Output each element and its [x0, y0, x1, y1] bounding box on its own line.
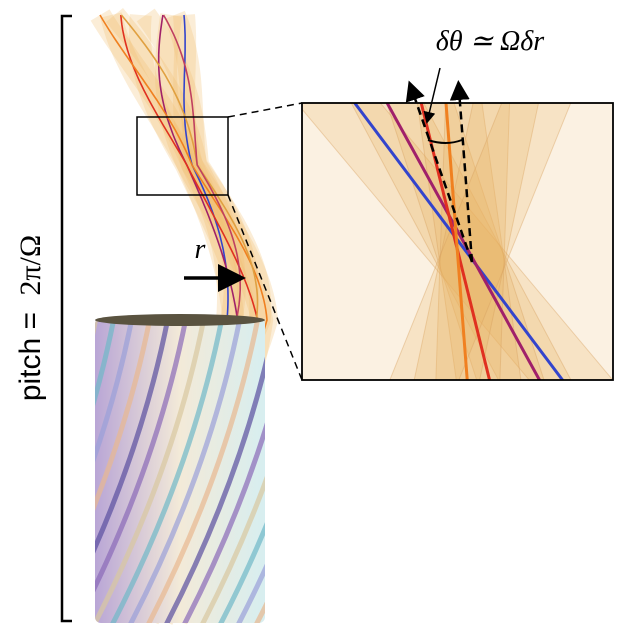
cylinder-stripe [95, 318, 135, 623]
cylinder-stripe [95, 318, 171, 623]
zoom-lines [227, 102, 303, 381]
radius-label: r [195, 234, 206, 265]
cylinder-stripe [217, 318, 265, 623]
angle-label: δθ ≃ Ωδr [436, 26, 544, 57]
cylinder [0, 314, 265, 625]
pitch-bracket [60, 14, 72, 623]
cylinder-stripe [95, 318, 207, 623]
inset-fiber [385, 103, 542, 380]
inset [302, 103, 613, 380]
cylinder-stripe [145, 318, 261, 623]
cylinder-stripe [235, 318, 265, 623]
cylinder-stripe [0, 318, 6, 625]
cylinder-stripe [163, 318, 265, 623]
angle-arc [427, 139, 463, 144]
angle-pointer [423, 67, 441, 124]
inset-frame [301, 102, 614, 381]
angle-lines [405, 80, 474, 263]
pitch-value: 2π/Ω [14, 235, 47, 296]
cylinder-stripe [199, 318, 265, 623]
cylinder-stripe [95, 318, 189, 623]
cylinder-stripe [127, 318, 243, 623]
cylinder-stripe [95, 318, 153, 623]
zoom-box [136, 116, 229, 196]
cylinder-stripe [95, 318, 117, 623]
pitch-word: pitch = [14, 312, 47, 401]
pitch-label: pitch = 2π/Ω [14, 235, 47, 401]
cylinder-stripe [109, 318, 225, 623]
cylinder-stripe [181, 318, 265, 623]
inset-fiber [444, 103, 469, 380]
